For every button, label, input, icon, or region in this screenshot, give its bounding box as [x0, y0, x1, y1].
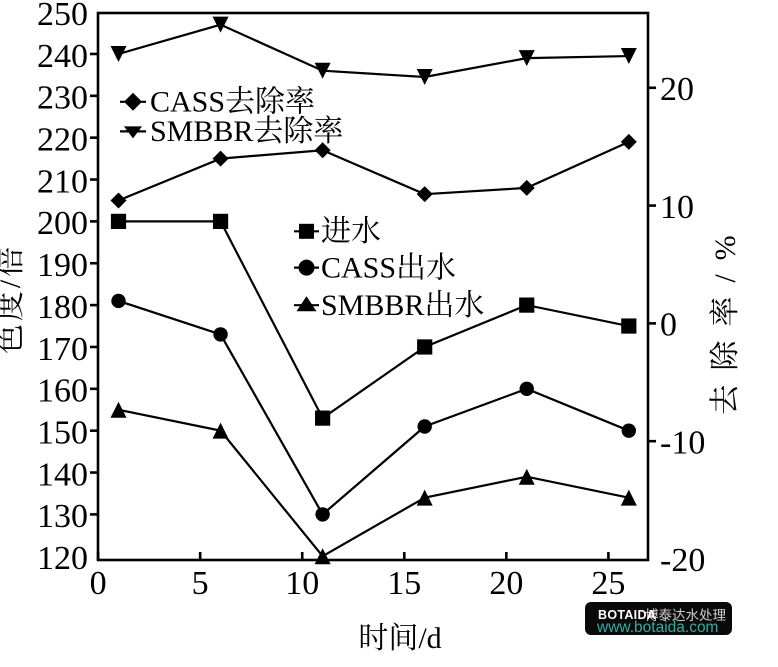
svg-text:CASS去除率: CASS去除率: [150, 86, 315, 119]
svg-text:20: 20: [660, 71, 694, 108]
svg-text:150: 150: [37, 415, 88, 452]
svg-text:200: 200: [37, 205, 88, 242]
svg-text:230: 230: [37, 80, 88, 117]
svg-text:140: 140: [37, 456, 88, 493]
svg-text:5: 5: [192, 565, 209, 602]
svg-text:160: 160: [37, 373, 88, 410]
svg-text:-20: -20: [660, 542, 705, 579]
svg-text:时间/d: 时间/d: [358, 622, 441, 655]
svg-text:120: 120: [37, 540, 88, 577]
svg-text:20: 20: [489, 565, 523, 602]
svg-text:进水: 进水: [321, 215, 381, 248]
svg-text:15: 15: [387, 565, 421, 602]
svg-text:240: 240: [37, 38, 88, 75]
svg-text:-10: -10: [660, 424, 705, 461]
svg-text:220: 220: [37, 122, 88, 159]
svg-text:210: 210: [37, 163, 88, 200]
svg-text:180: 180: [37, 289, 88, 326]
svg-text:CASS出水: CASS出水: [321, 251, 456, 284]
svg-text:10: 10: [285, 565, 319, 602]
svg-text:0: 0: [660, 307, 677, 344]
svg-text:SMBBR出水: SMBBR出水: [321, 289, 484, 322]
svg-text:130: 130: [37, 498, 88, 535]
svg-text:去除率/%: 去除率/%: [709, 221, 742, 414]
svg-text:0: 0: [90, 565, 107, 602]
svg-text:10: 10: [660, 189, 694, 226]
svg-text:www.botaida.com: www.botaida.com: [596, 619, 718, 636]
svg-text:170: 170: [37, 331, 88, 368]
svg-text:190: 190: [37, 247, 88, 284]
svg-text:SMBBR去除率: SMBBR去除率: [150, 115, 343, 148]
svg-text:25: 25: [591, 565, 625, 602]
svg-text:色度/倍: 色度/倍: [0, 244, 27, 354]
svg-text:250: 250: [37, 0, 88, 33]
